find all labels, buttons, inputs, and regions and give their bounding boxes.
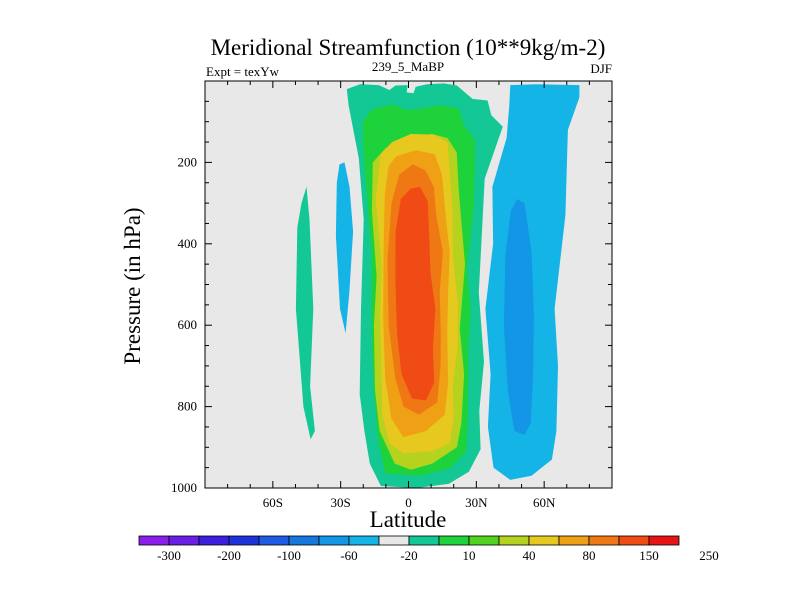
colorbar-label: 150: [639, 548, 659, 563]
chart-title: Meridional Streamfunction (10**9kg/m-2): [211, 35, 606, 60]
colorbar-label: -100: [277, 548, 301, 563]
colorbar-swatch: [648, 535, 680, 546]
y-tick-label: 1000: [171, 480, 197, 495]
expt-label: Expt = texYw: [206, 64, 280, 79]
colorbar-label: 80: [583, 548, 596, 563]
colorbar-label: -60: [340, 548, 357, 563]
colorbar-swatch: [168, 535, 200, 546]
y-tick-label: 600: [178, 317, 198, 332]
x-tick-label: 60S: [263, 495, 283, 510]
contour-region-neg40-10: [503, 199, 534, 436]
colorbar-swatch: [198, 535, 230, 546]
y-tick-label: 800: [178, 399, 198, 414]
colorbar-swatch: [438, 535, 470, 546]
colorbar-swatch: [288, 535, 320, 546]
colorbar-swatch: [228, 535, 260, 546]
x-tick-label: 30N: [465, 495, 488, 510]
colorbar-label: -300: [157, 548, 181, 563]
colorbar-swatch: [378, 535, 410, 546]
colorbar-label: 40: [523, 548, 536, 563]
colorbar-swatch: [408, 535, 440, 546]
colorbar-label: -20: [400, 548, 417, 563]
colorbar-swatch: [528, 535, 560, 546]
contour-region-250-6: [395, 186, 436, 401]
y-axis-label: Pressure (in hPa): [120, 207, 145, 364]
x-tick-label: 30S: [331, 495, 351, 510]
colorbar-swatch: [468, 535, 500, 546]
colorbar-swatch: [498, 535, 530, 546]
contour-region-neg10-7: [295, 186, 315, 440]
x-tick-label: 0: [405, 495, 412, 510]
colorbar-label: 250: [699, 548, 719, 563]
x-tick-label: 60N: [533, 495, 556, 510]
contour-region-neg20-8: [335, 162, 354, 334]
colorbar-swatch: [318, 535, 350, 546]
colorbar-swatch: [618, 535, 650, 546]
period-label: 239_5_MaBP: [372, 59, 444, 74]
colorbar-label: 10: [463, 548, 476, 563]
season-label: DJF: [590, 61, 612, 76]
y-tick-label: 400: [178, 236, 198, 251]
colorbar-swatch: [348, 535, 380, 546]
y-tick-label: 200: [178, 154, 198, 169]
x-axis-label: Latitude: [370, 507, 447, 532]
colorbar-swatch: [558, 535, 590, 546]
colorbar-swatch: [258, 535, 290, 546]
colorbar-label: -200: [217, 548, 241, 563]
colorbar-swatch: [588, 535, 620, 546]
colorbar-swatch: [138, 535, 170, 546]
